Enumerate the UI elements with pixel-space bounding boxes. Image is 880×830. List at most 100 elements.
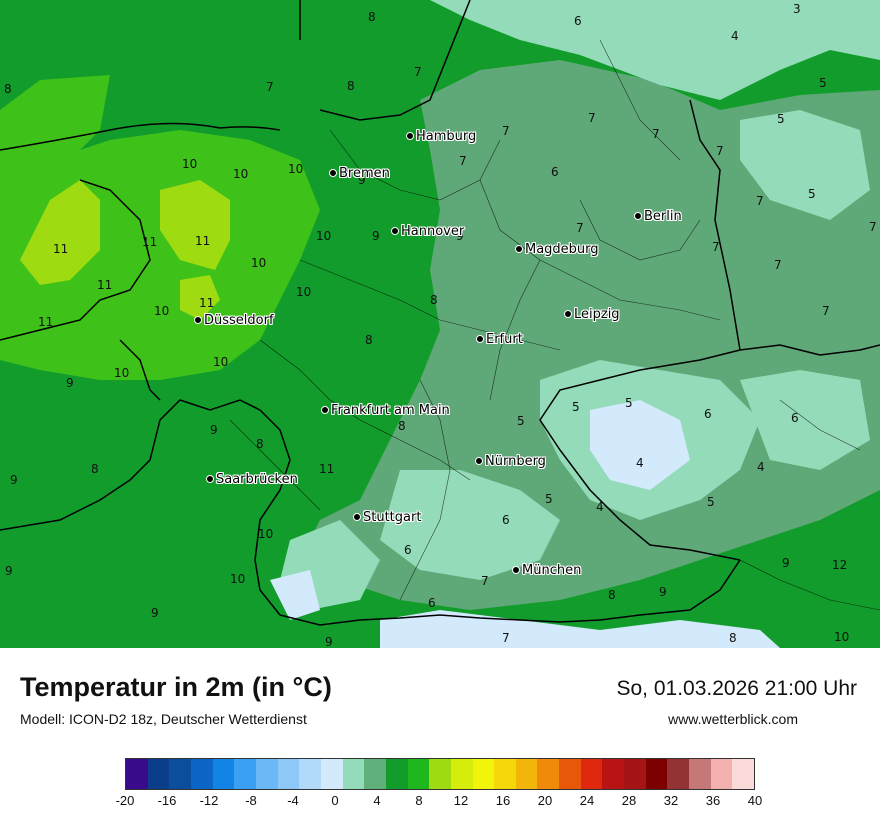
temperature-value: 7: [502, 631, 510, 645]
temperature-value: 10: [114, 366, 130, 380]
legend-swatch: [559, 759, 581, 789]
temperature-value: 4: [596, 500, 604, 514]
temperature-value: 9: [10, 473, 18, 487]
temperature-value: 10: [288, 162, 304, 176]
temperature-value: 8: [608, 588, 616, 602]
temperature-value: 9: [358, 173, 366, 187]
temperature-value: 5: [572, 400, 580, 414]
baltic-sea: [430, 0, 880, 100]
legend-swatch: [212, 759, 235, 789]
legend-tick-label: 8: [415, 793, 423, 808]
legend-tick-label: -20: [115, 793, 135, 808]
temperature-value: 11: [53, 242, 69, 256]
legend-tick-label: -4: [287, 793, 299, 808]
legend-swatch: [515, 759, 538, 789]
city-name: Leipzig: [574, 307, 620, 322]
legend-swatch: [169, 759, 191, 789]
legend-swatch: [537, 759, 560, 789]
legend-tick-label: 0: [331, 793, 339, 808]
temperature-value: 7: [652, 127, 660, 141]
cold-patch: [380, 470, 560, 580]
city-dot-icon: [329, 168, 337, 177]
city-name: Berlin: [644, 209, 682, 224]
temperature-value: 6: [502, 513, 510, 527]
temperature-value: 9: [372, 229, 380, 243]
legend-swatch: [342, 759, 365, 789]
temperature-value: 10: [213, 355, 229, 369]
temperature-value: 10: [316, 229, 332, 243]
temperature-value: 11: [38, 315, 54, 329]
city-label: Hamburg: [406, 129, 476, 144]
city-label: Düsseldorf: [194, 313, 274, 328]
temperature-value: 5: [545, 492, 553, 506]
city-label: Erfurt: [476, 332, 523, 347]
temperature-value: 4: [636, 456, 644, 470]
city-label: Frankfurt am Main: [321, 403, 450, 418]
temperature-value: 9: [782, 556, 790, 570]
legend-swatch: [385, 759, 408, 789]
cold-patch: [740, 370, 870, 470]
temperature-value: 9: [659, 585, 667, 599]
temperature-value: 8: [398, 419, 406, 433]
city-name: Hamburg: [416, 129, 477, 144]
warm-region: [0, 75, 110, 190]
city-dot-icon: [476, 334, 484, 343]
temperature-value: 4: [731, 29, 739, 43]
legend-swatch: [580, 759, 603, 789]
very-cold-patch: [270, 570, 320, 620]
legend-tick-label: 40: [747, 793, 763, 808]
legend-swatch: [429, 759, 451, 789]
legend-swatch: [299, 759, 321, 789]
city-name: Düsseldorf: [204, 313, 274, 328]
temperature-value: 4: [757, 460, 765, 474]
temperature-value: 10: [258, 527, 274, 541]
legend-swatch: [732, 759, 755, 789]
temperature-value: 10: [230, 572, 246, 586]
temperature-value: 10: [251, 256, 267, 270]
city-name: Saarbrücken: [216, 472, 298, 487]
hot-patch: [160, 180, 230, 270]
very-cold-patch: [590, 400, 690, 490]
legend-swatch: [667, 759, 690, 789]
legend-swatch: [126, 759, 148, 789]
legend-swatch: [277, 759, 300, 789]
very-cold-patch: [380, 610, 780, 648]
temperature-value: 8: [256, 437, 264, 451]
city-name: Bremen: [339, 166, 390, 181]
temperature-value: 8: [91, 462, 99, 476]
city-label: Saarbrücken: [206, 472, 298, 487]
legend-tick-label: 16: [495, 793, 511, 808]
color-legend: [125, 758, 755, 790]
temperature-value: 10: [233, 167, 249, 181]
temperature-value: 7: [774, 258, 782, 272]
legend-tick-label: 36: [705, 793, 721, 808]
city-label: Magdeburg: [515, 242, 599, 257]
temperature-value: 11: [319, 462, 335, 476]
hot-patch: [20, 180, 100, 285]
website-link[interactable]: www.wetterblick.com: [668, 711, 798, 727]
temperature-value: 7: [459, 154, 467, 168]
temperature-value: 3: [793, 2, 801, 16]
temperature-value: 9: [325, 635, 333, 648]
legend-swatch: [710, 759, 733, 789]
city-label: Bremen: [329, 166, 390, 181]
temperature-value: 7: [756, 194, 764, 208]
temperature-value: 12: [832, 558, 848, 572]
city-dot-icon: [475, 456, 483, 465]
legend-swatch: [234, 759, 256, 789]
city-name: Stuttgart: [363, 510, 422, 525]
legend-swatch: [407, 759, 430, 789]
temperature-value: 8: [365, 333, 373, 347]
temperature-value: 5: [707, 495, 715, 509]
temperature-value: 10: [182, 157, 198, 171]
legend-swatch: [450, 759, 473, 789]
temperature-value: 7: [588, 111, 596, 125]
temperature-value: 11: [195, 234, 211, 248]
temperature-value: 11: [142, 235, 158, 249]
city-label: Hannover: [391, 224, 464, 239]
temperature-value: 8: [4, 82, 12, 96]
temperature-value: 7: [502, 124, 510, 138]
temperature-value: 9: [210, 423, 218, 437]
temperature-value: 8: [347, 79, 355, 93]
city-name: Erfurt: [486, 332, 523, 347]
